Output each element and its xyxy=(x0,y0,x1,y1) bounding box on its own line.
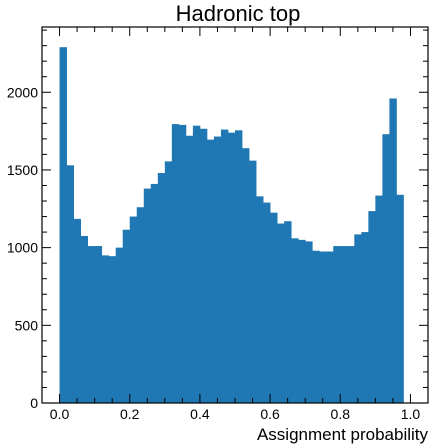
y-tick-label: 1500 xyxy=(7,162,38,178)
histogram-bar xyxy=(220,129,229,403)
histogram-bar xyxy=(227,132,236,403)
histogram-bar xyxy=(122,229,131,403)
histogram-bar xyxy=(382,134,390,403)
x-tick-label: 0.2 xyxy=(120,406,140,422)
histogram-bar xyxy=(164,161,173,403)
histogram-bar xyxy=(263,202,271,403)
histogram-bar xyxy=(178,124,187,403)
histogram-bar xyxy=(199,128,208,403)
histogram-bar xyxy=(298,239,306,403)
histogram-bar xyxy=(305,241,313,403)
histogram-bar xyxy=(101,255,110,403)
histogram-bar xyxy=(333,246,341,403)
histogram-bar xyxy=(80,235,89,403)
histogram-bar xyxy=(143,188,152,403)
histogram-bar xyxy=(368,211,376,403)
histogram-bar xyxy=(270,212,278,403)
histogram-bar xyxy=(249,160,257,403)
x-tick-label: 0.8 xyxy=(331,406,351,422)
histogram-bar xyxy=(242,148,250,403)
histogram-bar xyxy=(136,207,145,403)
histogram-bar xyxy=(256,196,264,403)
histogram-bar xyxy=(375,195,383,403)
histogram-bars xyxy=(59,47,404,404)
histogram-bar xyxy=(87,246,96,403)
histogram-bar xyxy=(192,125,201,403)
histogram-bar xyxy=(108,256,117,403)
histogram-bar xyxy=(326,251,334,403)
chart-title: Hadronic top xyxy=(176,1,301,26)
histogram-bar xyxy=(206,139,215,403)
histogram-bar xyxy=(361,232,369,403)
histogram-bar xyxy=(389,98,397,404)
x-tick-label: 0.4 xyxy=(190,406,210,422)
histogram-bar xyxy=(340,246,348,403)
histogram-bar xyxy=(354,234,362,403)
y-tick-label: 1000 xyxy=(7,240,38,256)
histogram-bar xyxy=(213,136,222,404)
histogram-bar xyxy=(396,194,404,403)
x-tick-label: 0.6 xyxy=(260,406,280,422)
histogram-bar xyxy=(66,165,74,403)
histogram-bar xyxy=(312,250,320,403)
histogram-bar xyxy=(291,238,299,403)
histogram-bar xyxy=(347,246,355,403)
x-tick-label: 0.0 xyxy=(50,406,70,422)
y-tick-label: 2000 xyxy=(7,84,38,100)
x-axis-label: Assignment probability xyxy=(257,425,429,444)
histogram-bar xyxy=(73,218,81,403)
histogram-bar xyxy=(171,124,180,404)
histogram-bar xyxy=(115,247,124,403)
histogram-bar xyxy=(235,130,243,403)
histogram-bar xyxy=(59,47,67,403)
y-tick-label: 500 xyxy=(15,317,39,333)
histogram-bar xyxy=(157,173,166,403)
x-axis-ticks: 0.0 0.2 0.4 0.6 0.8 1.0 xyxy=(41,27,429,422)
histogram-bar xyxy=(277,223,285,403)
histogram-bar xyxy=(94,246,103,403)
x-tick-label: 1.0 xyxy=(401,406,421,422)
histogram-bar xyxy=(284,221,292,403)
y-tick-label: 0 xyxy=(30,395,38,411)
y-axis-ticks: 0 500 1000 1500 2000 xyxy=(7,29,428,411)
histogram-bar xyxy=(129,216,138,403)
histogram-bar xyxy=(319,251,327,403)
histogram-bar xyxy=(185,135,194,404)
histogram-bar xyxy=(150,183,159,403)
